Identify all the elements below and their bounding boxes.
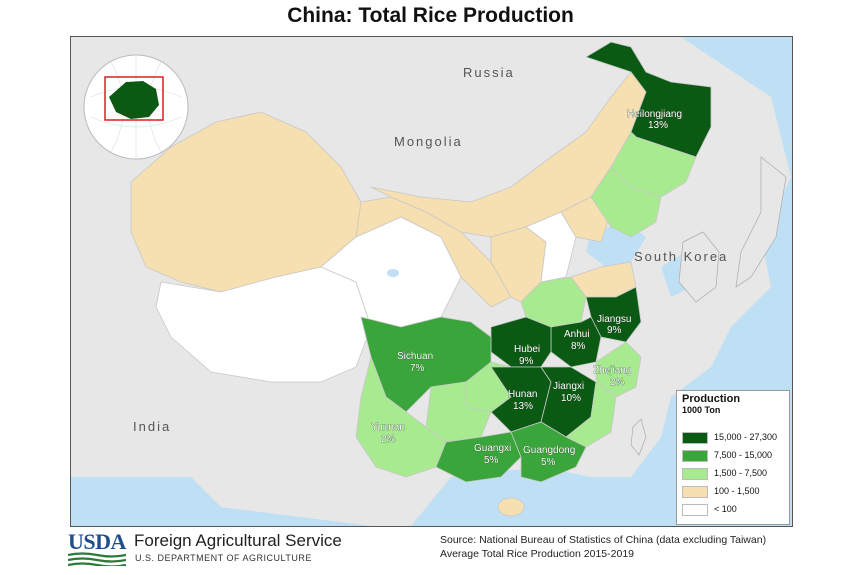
label-mongolia: Mongolia [394, 134, 463, 149]
legend-swatch [682, 468, 708, 480]
legend-swatch [682, 450, 708, 462]
region-liaoning [590, 166, 662, 238]
source-note: Source: National Bureau of Statistics of… [440, 534, 767, 546]
map-frame: Russia Mongolia South Korea India Heilon… [70, 36, 793, 527]
label-anhui-share: 8% [571, 341, 586, 352]
legend-label: 100 - 1,500 [714, 486, 760, 496]
label-hunan-share: 13% [513, 401, 533, 412]
legend-swatch [682, 486, 708, 498]
region-hainan [497, 497, 525, 517]
inset-globe [83, 54, 189, 160]
region-anhui [550, 316, 602, 368]
label-yunnan-share: 2% [381, 434, 396, 445]
label-russia: Russia [463, 65, 515, 80]
label-anhui: Anhui [564, 329, 590, 340]
label-yunnan: Yunnan [371, 422, 405, 433]
legend-subtitle: 1000 Ton [682, 405, 721, 415]
legend-label: 15,000 - 27,300 [714, 432, 778, 442]
label-hubei-share: 9% [519, 356, 534, 367]
bay-of-bengal [71, 477, 371, 526]
label-guangdong: Guangdong [523, 445, 575, 456]
label-hubei: Hubei [514, 344, 540, 355]
usda-logo: USDA [68, 529, 126, 554]
usda-logo-waves [68, 552, 126, 566]
region-guangdong [510, 421, 587, 483]
label-heilongjiang: Heilongjiang [627, 109, 682, 120]
taiwan-land [630, 418, 647, 456]
legend-item: 7,500 - 15,000 [682, 449, 787, 463]
legend-label: 7,500 - 15,000 [714, 450, 773, 460]
legend-swatch [682, 432, 708, 444]
legend-swatch [682, 504, 708, 516]
region-guangxi [435, 431, 522, 483]
label-jiangsu-share: 9% [607, 325, 622, 336]
inset-frame [104, 76, 164, 121]
label-india: India [133, 419, 171, 434]
period-note: Average Total Rice Production 2015-2019 [440, 548, 634, 560]
legend-label: 1,500 - 7,500 [714, 468, 768, 478]
legend-title: Production [682, 393, 741, 405]
agency-name: Foreign Agricultural Service [134, 531, 342, 550]
label-guangxi: Guangxi [474, 443, 511, 454]
agency-department: U.S. DEPARTMENT OF AGRICULTURE [135, 553, 312, 563]
label-heilongjiang-share: 13% [648, 120, 668, 131]
label-sichuan-share: 7% [410, 363, 425, 374]
label-jiangsu: Jiangsu [597, 314, 631, 325]
region-tibet [155, 266, 372, 383]
region-heilongjiang [585, 41, 712, 158]
korea-land [678, 231, 720, 303]
region-hubei [490, 316, 552, 368]
legend-label: < 100 [714, 504, 737, 514]
label-jiangxi: Jiangxi [553, 381, 584, 392]
label-jiangxi-share: 10% [561, 393, 581, 404]
map-title: China: Total Rice Production [287, 4, 574, 27]
label-guangdong-share: 5% [541, 457, 556, 468]
legend-item: 1,500 - 7,500 [682, 467, 787, 481]
label-zhejiang: Zhejiang [593, 365, 631, 376]
legend: Production 1000 Ton 15,000 - 27,300 7,50… [676, 390, 790, 525]
japan-land [735, 156, 787, 288]
legend-item: 15,000 - 27,300 [682, 431, 787, 445]
legend-item: 100 - 1,500 [682, 485, 787, 499]
label-hunan: Hunan [508, 389, 537, 400]
qinghai-lake [387, 269, 399, 277]
label-south-korea: South Korea [634, 249, 728, 264]
legend-item: < 100 [682, 503, 787, 517]
label-sichuan: Sichuan [397, 351, 433, 362]
label-guangxi-share: 5% [484, 455, 499, 466]
china-map: Russia Mongolia South Korea India Heilon… [71, 37, 792, 526]
label-zhejiang-share: 2% [610, 377, 625, 388]
